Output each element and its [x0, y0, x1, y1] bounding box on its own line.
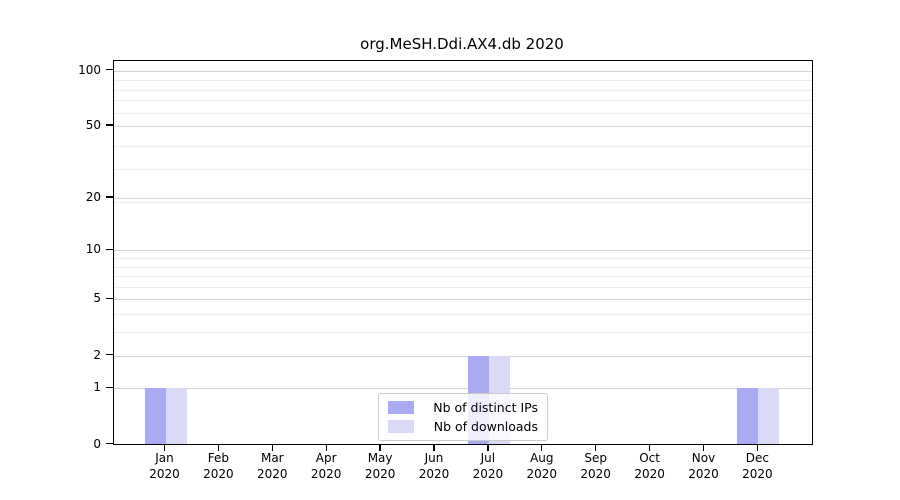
- major-gridline: [114, 197, 812, 199]
- x-tick-year: 2020: [257, 466, 288, 481]
- legend-entry-label: Nb of distinct IPs: [433, 400, 538, 415]
- x-tick-year: 2020: [580, 466, 611, 481]
- x-tick-year: 2020: [310, 466, 342, 481]
- x-tick-month: Mar: [260, 451, 284, 465]
- y-tick-label: 5: [93, 291, 101, 306]
- y-tick-label: 0: [93, 436, 101, 451]
- x-tick-mark: [379, 444, 381, 451]
- bar-distinct-ips: [144, 388, 166, 444]
- x-tick-year: 2020: [472, 466, 504, 481]
- x-tick-mark: [756, 444, 759, 451]
- x-tick-mark: [217, 444, 220, 451]
- plot-area: [113, 60, 813, 445]
- x-tick-label: Mar 2020: [242, 451, 302, 482]
- x-tick-mark: [325, 444, 327, 451]
- y-tick-label: 20: [85, 189, 101, 204]
- x-tick-label: Oct 2020: [620, 451, 680, 482]
- x-tick-year: 2020: [526, 466, 558, 481]
- x-tick-year: 2020: [418, 466, 450, 481]
- x-tick-label: Sep 2020: [566, 451, 626, 482]
- minor-gridline: [114, 89, 812, 91]
- x-tick-label: Jun 2020: [404, 451, 464, 482]
- minor-gridline: [114, 80, 812, 81]
- y-tick-label: 2: [93, 347, 101, 362]
- minor-gridline: [114, 332, 812, 334]
- x-tick-year: 2020: [688, 466, 719, 481]
- y-tick-label: 10: [85, 242, 101, 257]
- legend-swatch: [388, 401, 414, 414]
- minor-gridline: [114, 112, 812, 114]
- x-tick-year: 2020: [149, 466, 180, 481]
- major-gridline: [114, 126, 812, 127]
- x-tick-month: Oct: [639, 451, 660, 465]
- minor-gridline: [114, 276, 812, 278]
- major-gridline: [114, 299, 812, 301]
- legend-swatch: [388, 420, 414, 433]
- x-tick-label: Feb 2020: [188, 451, 248, 482]
- x-tick-mark: [595, 444, 597, 451]
- y-tick-mark: [106, 124, 113, 126]
- major-gridline: [114, 250, 812, 252]
- x-tick-year: 2020: [203, 466, 234, 481]
- legend-entry: Nb of distinct IPs: [388, 400, 538, 415]
- y-tick-mark: [106, 248, 113, 250]
- major-gridline: [114, 388, 812, 390]
- minor-gridline: [114, 258, 812, 259]
- x-tick-month: Feb: [207, 451, 230, 465]
- x-tick-label: Aug 2020: [512, 451, 572, 482]
- x-tick-month: Jul: [480, 451, 496, 465]
- minor-gridline: [114, 266, 812, 268]
- x-tick-year: 2020: [742, 466, 773, 481]
- x-tick-mark: [541, 444, 543, 451]
- bar-downloads: [758, 388, 780, 444]
- x-tick-mark: [487, 444, 489, 451]
- y-tick-mark: [106, 196, 113, 198]
- x-tick-month: May: [367, 451, 393, 465]
- legend-entry-label: Nb of downloads: [433, 419, 538, 434]
- minor-gridline: [114, 100, 812, 102]
- x-tick-label: Apr 2020: [296, 451, 356, 482]
- legend-entry: Nb of downloads: [388, 419, 538, 434]
- y-tick-label: 1: [93, 380, 101, 395]
- x-tick-month: Apr: [315, 451, 337, 465]
- minor-gridline: [114, 314, 812, 316]
- y-tick-label: 100: [78, 62, 101, 77]
- major-gridline: [114, 70, 812, 72]
- x-tick-mark: [271, 444, 273, 451]
- minor-gridline: [114, 145, 812, 147]
- y-tick-mark: [106, 353, 113, 356]
- y-tick-label: 50: [85, 118, 101, 132]
- x-tick-mark: [433, 444, 435, 451]
- minor-gridline: [114, 286, 812, 288]
- bar-downloads: [165, 388, 187, 444]
- chart-title: org.MeSH.Ddi.AX4.db 2020: [360, 35, 564, 53]
- x-tick-label: May 2020: [350, 451, 410, 482]
- x-tick-label: Jan 2020: [135, 451, 195, 482]
- major-gridline: [114, 355, 812, 357]
- minor-gridline: [114, 201, 812, 203]
- x-tick-year: 2020: [634, 466, 665, 481]
- x-tick-month: Aug: [530, 451, 554, 465]
- x-tick-month: Jan: [155, 451, 174, 465]
- y-tick-mark: [106, 69, 113, 71]
- x-tick-mark: [702, 444, 705, 451]
- x-tick-month: Jun: [424, 451, 444, 465]
- minor-gridline: [114, 169, 812, 170]
- bar-distinct-ips: [737, 388, 759, 444]
- x-tick-mark: [163, 444, 166, 451]
- x-tick-month: Sep: [584, 451, 607, 465]
- x-tick-label: Nov 2020: [674, 451, 734, 482]
- x-tick-mark: [648, 444, 651, 451]
- y-tick-mark: [106, 297, 113, 300]
- x-tick-month: Nov: [691, 451, 716, 465]
- x-tick-label: Dec 2020: [727, 451, 787, 482]
- x-tick-month: Dec: [745, 451, 769, 465]
- x-tick-year: 2020: [364, 466, 396, 481]
- y-tick-mark: [106, 442, 113, 445]
- legend: Nb of distinct IPs Nb of downloads: [378, 393, 548, 441]
- x-tick-label: Jul 2020: [458, 451, 518, 482]
- y-tick-mark: [106, 386, 113, 389]
